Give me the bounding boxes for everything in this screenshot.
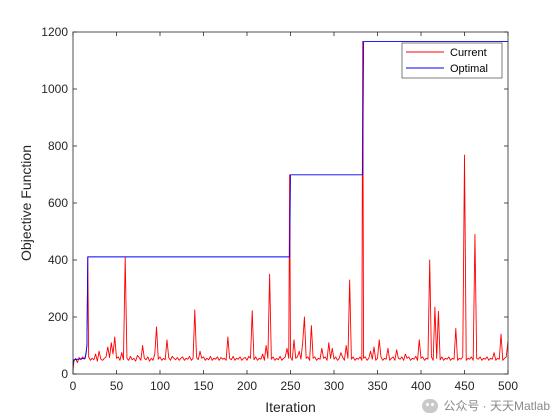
x-tick-label: 50 — [110, 379, 124, 393]
legend: Current Optimal — [401, 42, 503, 79]
y-tick-label: 200 — [48, 310, 68, 324]
tick-layer: 0 50 100 150 200 250 300 350 400 450 500 0 200 400 600… — [41, 25, 518, 393]
legend-box — [401, 42, 503, 79]
y-tick-label: 0 — [61, 367, 68, 381]
wechat-icon — [422, 398, 439, 413]
watermark-text: 公众号 · 天天Matlab — [443, 399, 550, 413]
y-axis-label: Objective Function — [18, 145, 34, 261]
y-tick-label: 800 — [48, 139, 68, 153]
x-tick-label: 400 — [411, 379, 431, 393]
watermark: 公众号 · 天天Matlab — [422, 397, 550, 414]
x-tick-label: 350 — [367, 379, 387, 393]
legend-label-current: Current — [450, 47, 487, 59]
series-line-optimal — [72, 40, 508, 366]
x-tick-label: 250 — [280, 379, 300, 393]
y-tick-label: 1000 — [41, 82, 68, 96]
x-tick-label: 200 — [237, 379, 257, 393]
series-line-current — [72, 40, 509, 372]
x-tick-label: 0 — [70, 379, 77, 393]
y-tick-label: 1200 — [41, 25, 68, 39]
y-tick-label: 400 — [48, 253, 68, 267]
series-layer — [72, 40, 509, 372]
legend-label-optimal: Optimal — [450, 63, 488, 75]
x-tick-label: 300 — [324, 379, 344, 393]
x-tick-label: 100 — [150, 379, 170, 393]
x-tick-label: 500 — [498, 379, 518, 393]
y-tick-label: 600 — [48, 196, 68, 210]
x-tick-label: 150 — [193, 379, 213, 393]
x-axis-label: Iteration — [265, 399, 316, 415]
x-tick-label: 450 — [454, 379, 474, 393]
